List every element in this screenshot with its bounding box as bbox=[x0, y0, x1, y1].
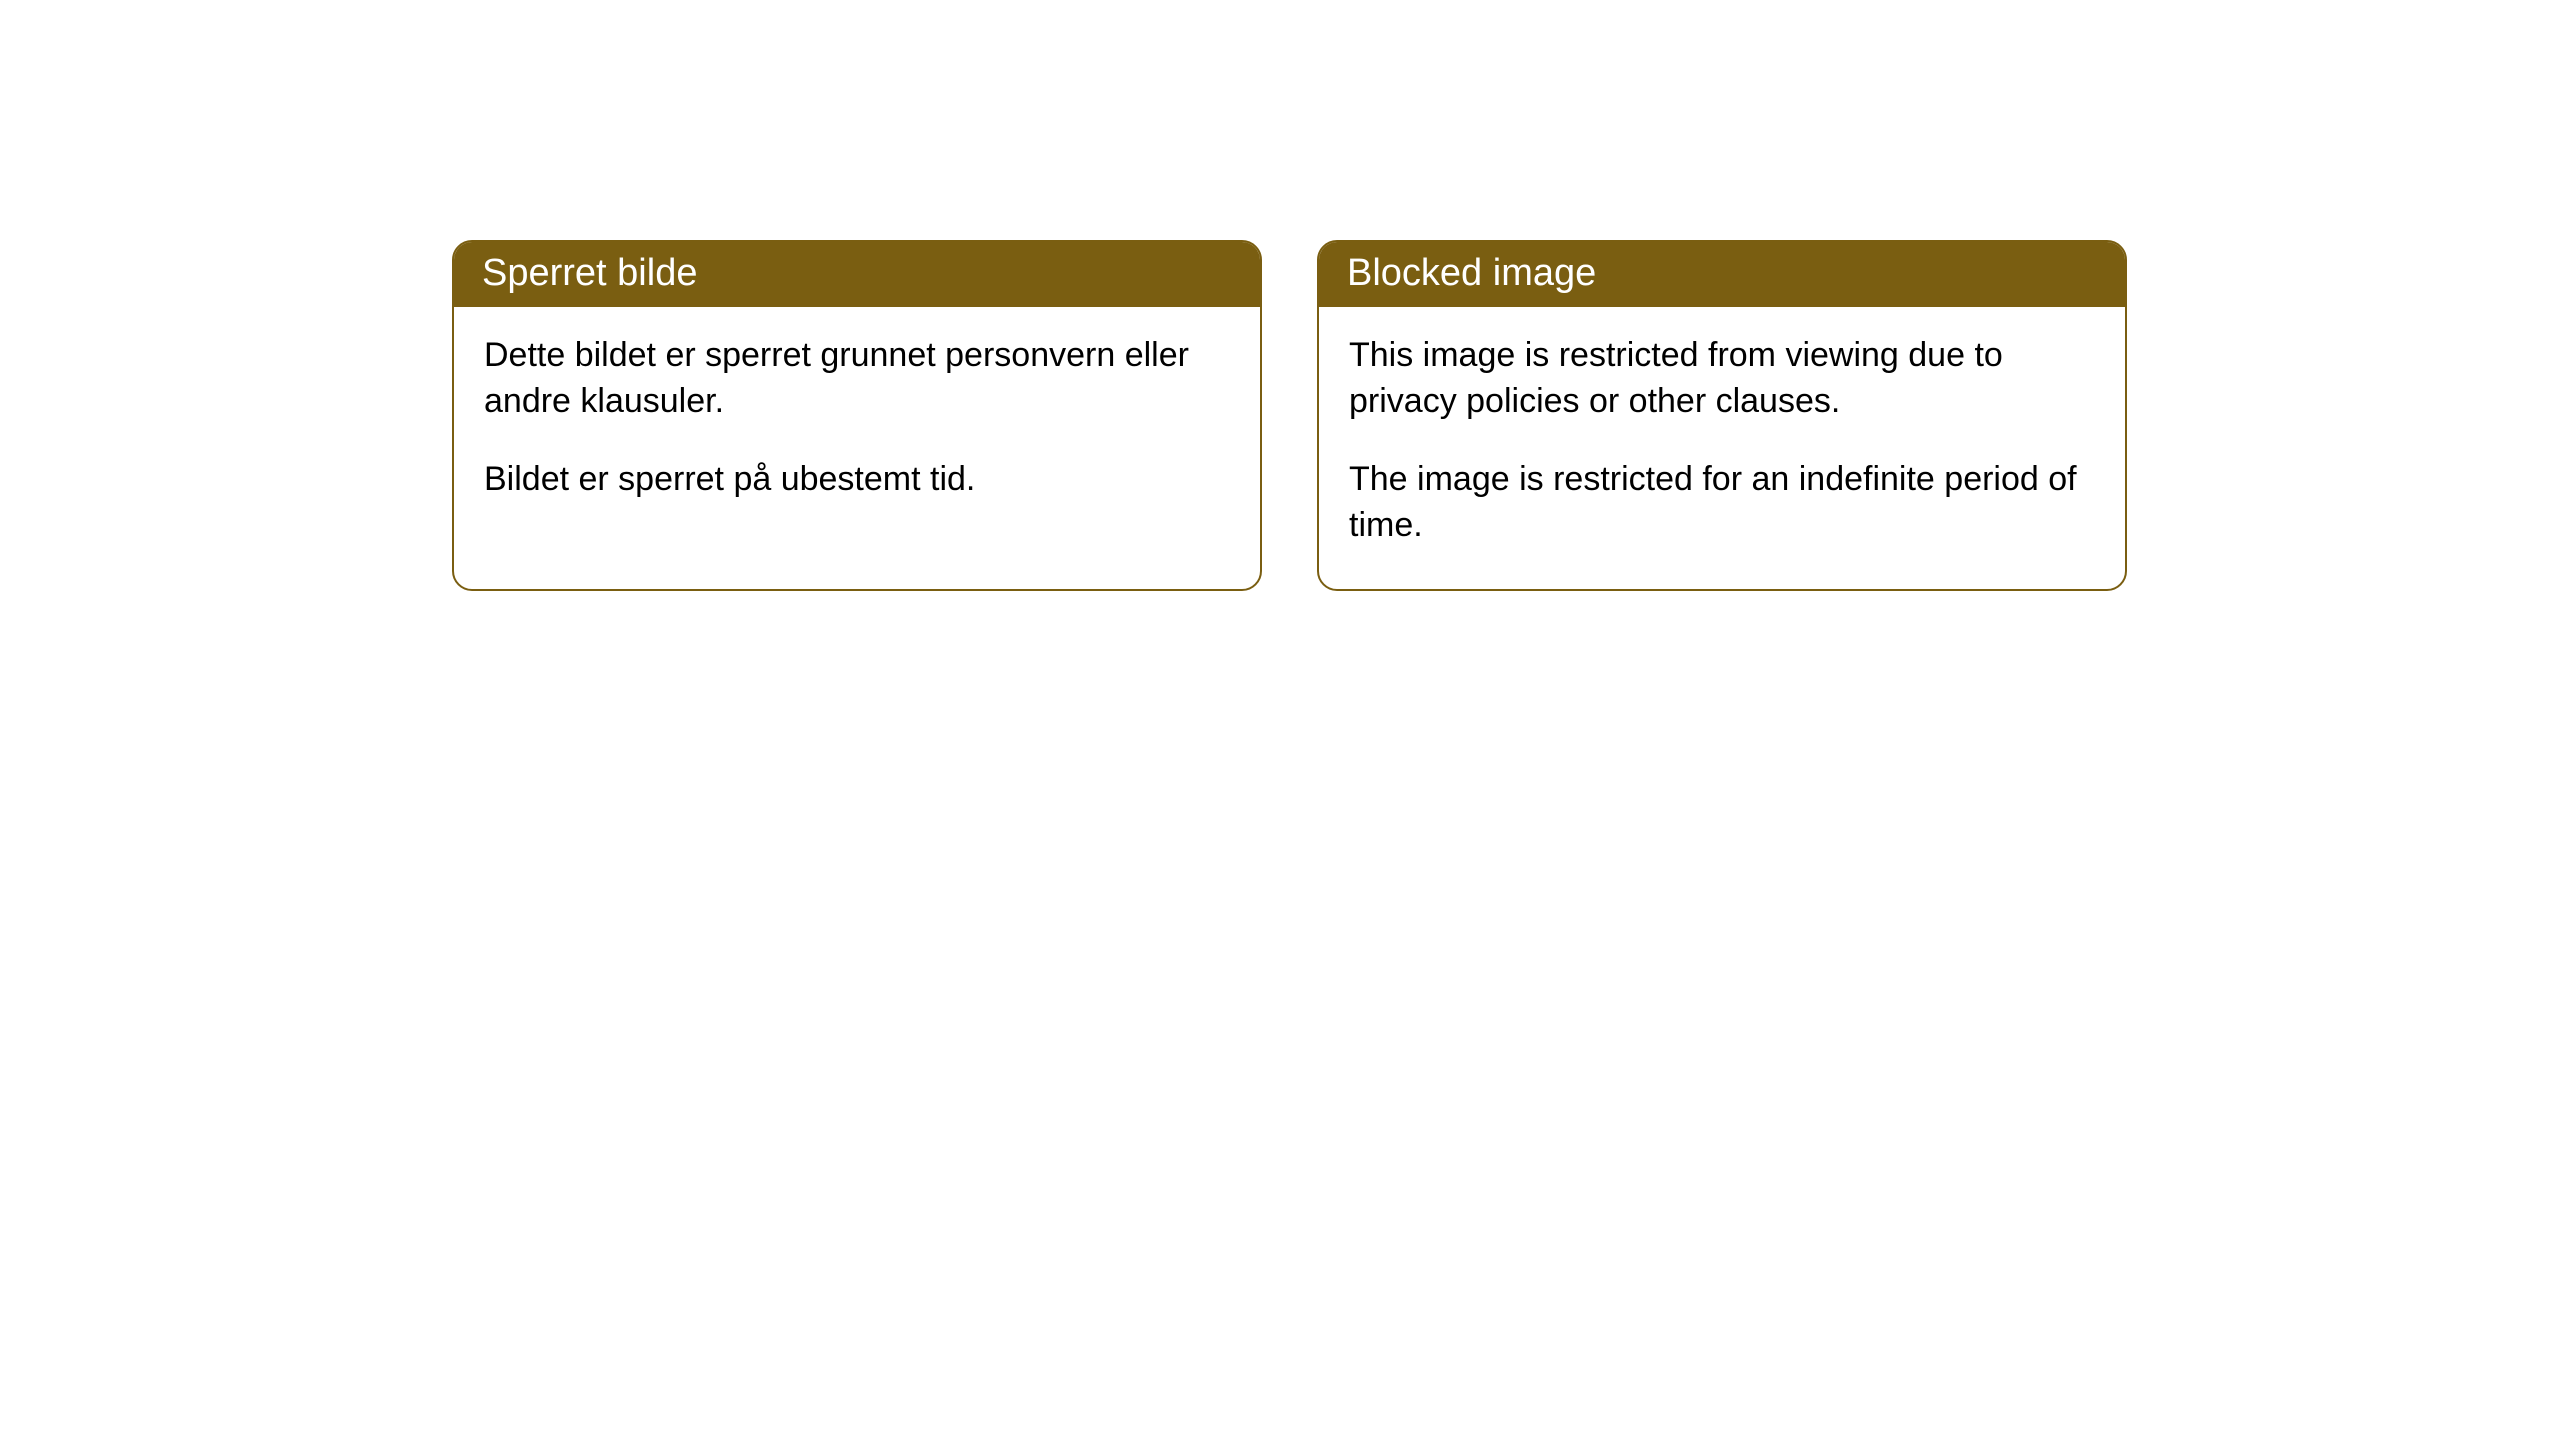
card-title: Sperret bilde bbox=[482, 252, 697, 294]
card-paragraph: Bildet er sperret på ubestemt tid. bbox=[484, 457, 1230, 503]
card-english: Blocked image This image is restricted f… bbox=[1317, 240, 2127, 591]
card-header-norwegian: Sperret bilde bbox=[454, 242, 1260, 307]
card-title: Blocked image bbox=[1347, 252, 1596, 294]
card-body-english: This image is restricted from viewing du… bbox=[1319, 307, 2125, 589]
card-header-english: Blocked image bbox=[1319, 242, 2125, 307]
cards-container: Sperret bilde Dette bildet er sperret gr… bbox=[0, 0, 2560, 591]
card-paragraph: This image is restricted from viewing du… bbox=[1349, 333, 2095, 425]
card-paragraph: Dette bildet er sperret grunnet personve… bbox=[484, 333, 1230, 425]
card-body-norwegian: Dette bildet er sperret grunnet personve… bbox=[454, 307, 1260, 543]
card-norwegian: Sperret bilde Dette bildet er sperret gr… bbox=[452, 240, 1262, 591]
card-paragraph: The image is restricted for an indefinit… bbox=[1349, 457, 2095, 549]
